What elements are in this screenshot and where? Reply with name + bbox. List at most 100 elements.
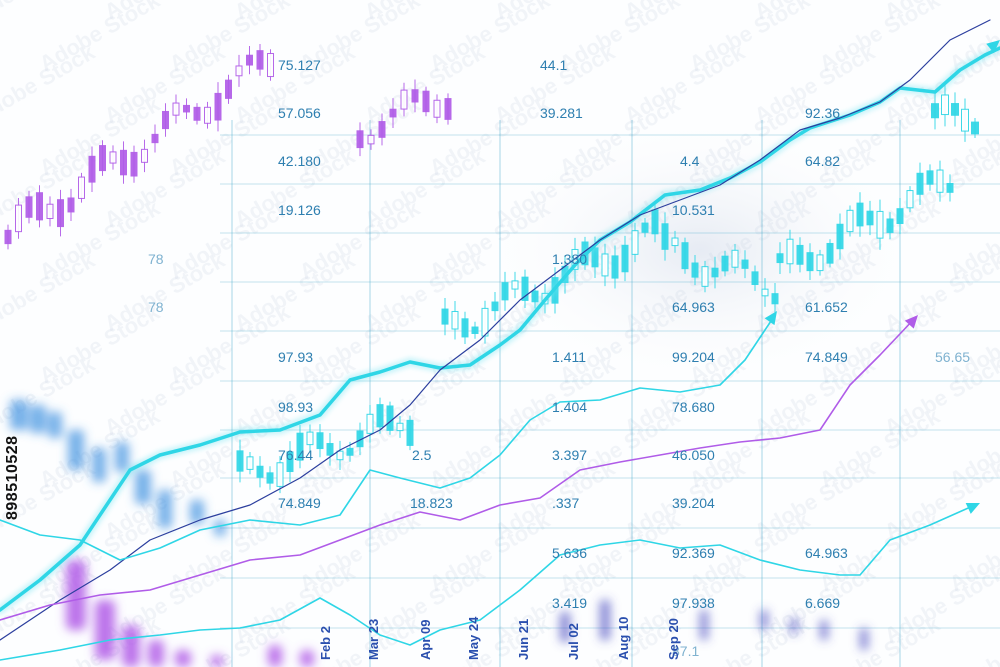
background-haze — [470, 110, 930, 390]
candle-body — [400, 89, 408, 110]
candle-body — [78, 176, 85, 199]
figure-label: 5.636 — [552, 545, 587, 561]
blurred-candle — [214, 520, 226, 536]
candle-body — [88, 155, 96, 183]
candle-body — [141, 148, 148, 163]
date-label: Apr 09 — [418, 620, 433, 660]
date-label: Sep 20 — [666, 618, 681, 660]
candle-body — [396, 422, 404, 432]
candle-body — [681, 242, 689, 270]
blurred-candle-dark — [790, 618, 798, 634]
candle-body — [886, 218, 894, 233]
stock-id-label: 898510528 — [4, 435, 21, 520]
blurred-candle-violet — [95, 600, 115, 660]
candle-body — [866, 210, 874, 226]
date-label: May 24 — [466, 616, 481, 660]
figure-label: 75.127 — [278, 57, 321, 73]
figure-label: 6.669 — [805, 595, 840, 611]
candle-body — [36, 192, 43, 221]
figure-label: 42.180 — [278, 153, 321, 169]
candle-body — [346, 447, 354, 456]
figure-label: 1.404 — [552, 399, 587, 415]
candle-body — [611, 255, 619, 279]
candle-body — [461, 318, 469, 338]
candle-body — [751, 271, 759, 285]
blurred-candle-dark — [820, 620, 828, 640]
candle-body — [946, 182, 954, 193]
candle-body — [151, 133, 159, 144]
figure-label: 97.938 — [672, 595, 715, 611]
candle-body — [4, 229, 12, 245]
figure-label: 3.397 — [552, 447, 587, 463]
candle-body — [433, 99, 441, 118]
candle-body — [786, 238, 794, 265]
candle-body — [501, 282, 509, 301]
blurred-candle — [68, 430, 84, 470]
candle-body — [711, 267, 719, 278]
candle-body — [846, 209, 854, 233]
figure-label: 4.4 — [680, 153, 700, 169]
candle-body — [444, 98, 452, 120]
candle-body — [236, 450, 244, 472]
candle-body — [267, 53, 274, 78]
figure-label: 19.126 — [278, 202, 321, 218]
blurred-foreground-candles — [10, 400, 868, 667]
candle-body — [951, 103, 959, 116]
candle-body — [366, 413, 374, 434]
candle-body — [491, 301, 499, 312]
candle-body — [130, 151, 138, 177]
arrow-head — [965, 503, 980, 514]
blurred-candle-violet — [210, 655, 224, 667]
figure-label: 76.44 — [278, 447, 313, 463]
candle-body — [316, 432, 324, 450]
candle-body — [422, 90, 430, 113]
figure-label: 39.204 — [672, 495, 715, 511]
candle-body — [441, 308, 449, 325]
figure-label: .337 — [552, 495, 579, 511]
candle-body — [204, 106, 211, 124]
candle-body — [406, 419, 414, 446]
blurred-candle — [92, 448, 106, 482]
date-labels: Feb 2 Mar 23 Apr 09 May 24 Jun 21 Jul 02… — [318, 616, 681, 660]
candle-body — [306, 431, 314, 446]
candle-body — [661, 223, 669, 250]
arrow-head — [904, 315, 918, 329]
candle-body — [183, 104, 190, 113]
figure-label: 2.5 — [412, 447, 432, 463]
candle-body — [761, 288, 769, 297]
candle-body — [806, 252, 814, 272]
figure-label: 18.823 — [410, 495, 453, 511]
candle-body — [214, 92, 222, 121]
candle-body — [531, 290, 539, 303]
candle-body — [691, 262, 699, 278]
candle-body — [46, 203, 54, 220]
candle-body — [941, 94, 949, 116]
date-label: Aug 10 — [616, 617, 631, 660]
blurred-candle — [48, 412, 62, 438]
figure-label: 57.056 — [278, 105, 321, 121]
candle-body — [816, 254, 824, 272]
watermark-text: Adobe Stock — [945, 611, 1000, 667]
candle-body — [389, 108, 397, 118]
blurred-candle — [10, 400, 28, 430]
date-label: Jun 21 — [516, 619, 531, 660]
candle-body — [256, 50, 264, 70]
candle-body — [109, 151, 117, 164]
candle-body — [931, 103, 939, 119]
candle-body — [916, 172, 924, 195]
candle-body — [796, 244, 804, 265]
candle-body — [471, 326, 479, 334]
cyan-lower-trend-line — [0, 504, 976, 661]
figure-label: 92.36 — [805, 105, 840, 121]
candle-body — [386, 405, 394, 431]
candle-body — [67, 197, 75, 213]
figure-label: 64.82 — [805, 153, 840, 169]
candle-body — [356, 130, 364, 149]
blurred-candle-violet — [66, 560, 86, 630]
candle-body — [15, 204, 22, 233]
figure-label: 87.1 — [672, 643, 699, 659]
figure-label: 56.65 — [935, 349, 970, 365]
price-figures: 75.127 44.1 57.056 39.281 42.180 4.4 64.… — [148, 57, 970, 659]
watermark-text: Adobe Stock — [0, 0, 100, 24]
candle-body — [971, 121, 979, 135]
